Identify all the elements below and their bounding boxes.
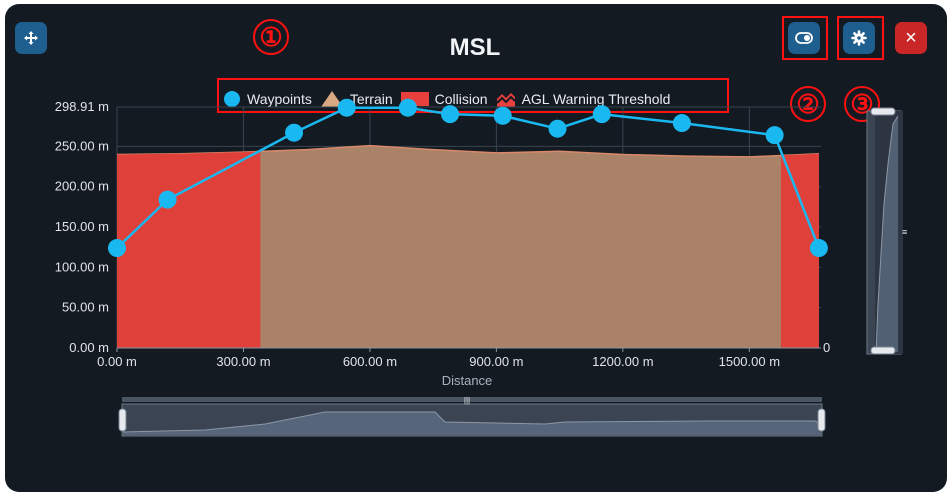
legend-zigzag-icon bbox=[495, 93, 516, 107]
collision-area bbox=[117, 151, 261, 348]
waypoint-marker bbox=[809, 239, 828, 258]
annotation-marker-2: ② bbox=[790, 86, 826, 122]
move-arrows-icon bbox=[24, 31, 38, 45]
chart-grid bbox=[116, 106, 821, 349]
waypoint-marker bbox=[285, 123, 304, 142]
x-tick-label: 0.00 m bbox=[97, 354, 137, 369]
terrain-area bbox=[117, 145, 819, 348]
chart-legend: Waypoints Terrain Collision AGL Warning … bbox=[223, 84, 727, 114]
right-axis-zero-label: 0 bbox=[823, 340, 830, 355]
legend-label: Collision bbox=[434, 91, 488, 107]
move-button[interactable] bbox=[15, 22, 47, 54]
collision-area bbox=[780, 153, 819, 348]
waypoint-path bbox=[116, 106, 821, 249]
toggle-icon bbox=[795, 32, 813, 44]
legend-item-collision[interactable]: Collision bbox=[400, 91, 488, 107]
legend-item-agl-warning[interactable]: AGL Warning Threshold bbox=[495, 90, 671, 108]
y-tick-label: 100.00 m bbox=[55, 259, 109, 274]
legend-rect-icon bbox=[400, 92, 429, 106]
y-tick-label: 50.00 m bbox=[62, 300, 109, 315]
legend-label: Waypoints bbox=[247, 91, 312, 107]
y-tick-label: 250.00 m bbox=[55, 138, 109, 153]
annotation-marker-1: ① bbox=[253, 19, 289, 55]
annotation-box-3 bbox=[837, 16, 884, 60]
annotation-marker-3: ③ bbox=[844, 86, 880, 122]
annotation-box-2 bbox=[782, 16, 828, 60]
toggle-view-button[interactable] bbox=[788, 22, 820, 54]
legend-item-terrain[interactable]: Terrain bbox=[320, 90, 393, 108]
y-tick-label: 298.91 m bbox=[55, 99, 109, 114]
close-icon: × bbox=[905, 26, 917, 49]
x-tick-label: 600.00 m bbox=[343, 354, 397, 369]
x-axis-label: Distance bbox=[442, 373, 493, 388]
elevation-profile-panel: MSL × ① ② ③ Waypoints bbox=[5, 4, 947, 492]
settings-button[interactable] bbox=[843, 22, 875, 54]
close-button[interactable]: × bbox=[895, 22, 927, 54]
legend-label: AGL Warning Threshold bbox=[521, 91, 671, 107]
chart-areas bbox=[116, 144, 819, 348]
svg-text:|||: ||| bbox=[464, 396, 470, 405]
vertical-zoom-slider[interactable]: ≡ bbox=[866, 107, 907, 355]
terrain-line bbox=[116, 144, 819, 158]
horizontal-zoom-slider[interactable]: ||| bbox=[118, 396, 826, 437]
x-tick-label: 300.00 m bbox=[216, 354, 270, 369]
y-tick-label: 150.00 m bbox=[55, 219, 109, 234]
y-tick-label: 0.00 m bbox=[69, 340, 109, 355]
y-tick-label: 200.00 m bbox=[55, 179, 109, 194]
chart-waypoint-line bbox=[108, 98, 828, 258]
waypoint-marker bbox=[108, 239, 126, 258]
legend-triangle-icon bbox=[320, 91, 343, 107]
legend-label: Terrain bbox=[349, 91, 393, 107]
x-tick-label: 1500.00 m bbox=[719, 354, 780, 369]
slider-handle-bottom[interactable] bbox=[870, 346, 896, 355]
waypoint-marker bbox=[672, 114, 691, 133]
waypoint-marker bbox=[548, 119, 567, 138]
legend-circle-icon bbox=[224, 91, 240, 107]
slider-handle-left[interactable] bbox=[118, 408, 127, 432]
waypoint-marker bbox=[158, 190, 177, 209]
waypoint-marker bbox=[765, 126, 784, 145]
gear-icon bbox=[851, 30, 867, 46]
chart-title: MSL bbox=[449, 34, 501, 61]
x-tick-label: 900.00 m bbox=[469, 354, 523, 369]
legend-item-waypoints[interactable]: Waypoints bbox=[223, 90, 312, 108]
svg-text:≡: ≡ bbox=[902, 227, 907, 237]
slider-handle-right[interactable] bbox=[817, 408, 826, 432]
chart-axes: 0.00 m 50.00 m 100.00 m 150.00 m 200.00 m 250… bbox=[55, 99, 821, 369]
x-tick-label: 1200.00 m bbox=[592, 354, 653, 369]
